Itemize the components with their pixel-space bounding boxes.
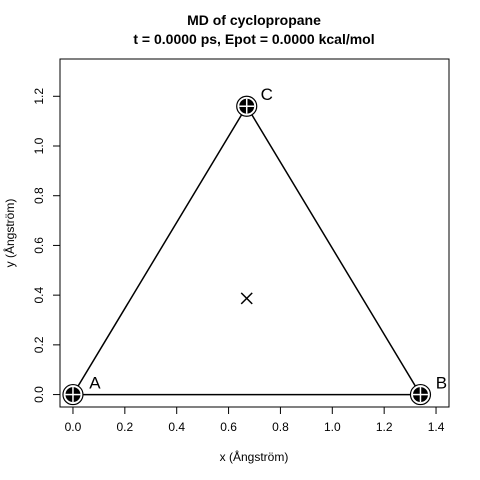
y-tick-label: 0.6 bbox=[32, 237, 46, 254]
y-tick-label: 0.4 bbox=[32, 286, 46, 303]
x-tick-label: 1.4 bbox=[428, 420, 445, 434]
y-tick-label: 0.0 bbox=[32, 386, 46, 403]
x-tick-label: 0.2 bbox=[116, 420, 133, 434]
x-tick-label: 0.0 bbox=[65, 420, 82, 434]
bonds bbox=[72, 105, 422, 396]
y-axis: 0.0 0.2 0.4 0.6 0.8 1.0 1.2 bbox=[32, 88, 61, 403]
atom-c: C bbox=[236, 85, 273, 117]
atoms: A B C bbox=[62, 85, 447, 406]
atom-label: B bbox=[436, 374, 447, 393]
x-axis: 0.0 0.2 0.4 0.6 0.8 1.0 1.2 1.4 bbox=[65, 406, 445, 434]
y-axis-label: y (Ångström) bbox=[2, 199, 17, 268]
x-tick-label: 0.6 bbox=[220, 420, 237, 434]
atom-a: A bbox=[62, 374, 101, 406]
atom-label: A bbox=[89, 374, 101, 393]
bond-line bbox=[246, 105, 422, 395]
x-tick-label: 1.0 bbox=[324, 420, 341, 434]
atom-label: C bbox=[261, 85, 273, 104]
chart-subtitle: t = 0.0000 ps, Epot = 0.0000 kcal/mol bbox=[133, 31, 374, 47]
x-tick-label: 1.2 bbox=[376, 420, 393, 434]
atom-b: B bbox=[409, 374, 447, 406]
y-tick-label: 1.0 bbox=[32, 137, 46, 154]
x-tick-label: 0.8 bbox=[272, 420, 289, 434]
y-tick-label: 0.8 bbox=[32, 187, 46, 204]
y-tick-label: 0.2 bbox=[32, 336, 46, 353]
center-of-mass-marker bbox=[240, 292, 253, 305]
chart-title: MD of cyclopropane bbox=[187, 12, 321, 28]
x-tick-label: 0.4 bbox=[168, 420, 185, 434]
x-axis-label: x (Ångström) bbox=[220, 449, 289, 464]
bond-line bbox=[72, 105, 248, 395]
y-tick-label: 1.2 bbox=[32, 88, 46, 105]
